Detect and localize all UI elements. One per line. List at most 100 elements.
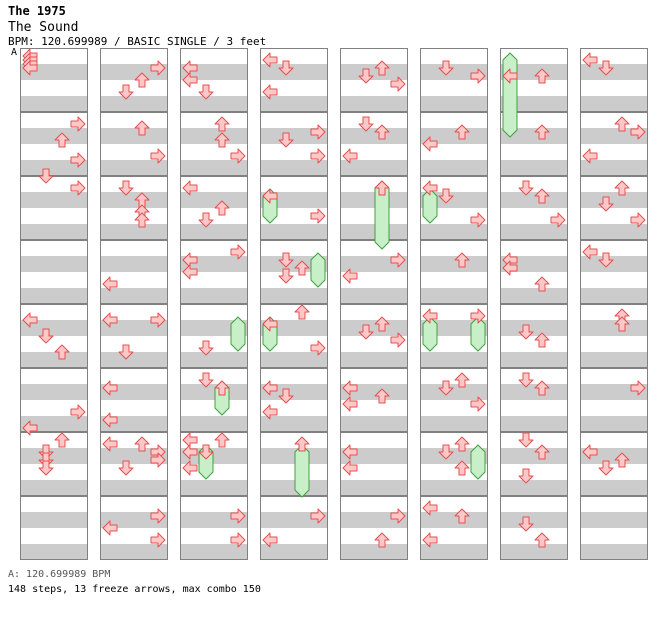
arrow-shape [534,276,550,292]
measure-border [500,112,568,176]
measure-band [260,160,328,176]
measure-band [20,512,88,528]
measure-band [180,128,248,144]
bpm-footer: A: 120.699989 BPM [8,569,111,580]
arrow-left-icon [262,84,278,100]
arrow-shape [454,372,470,388]
measure-band [580,160,648,176]
measure-band [260,288,328,304]
arrow-shape [518,516,534,532]
freeze-arrow-left [502,52,518,138]
arrow-down-icon [118,460,134,476]
measure-band [100,480,168,496]
arrow-up-icon [374,388,390,404]
measure [340,432,408,496]
arrow-right-icon [310,148,326,164]
arrow-left-icon [262,380,278,396]
freeze-body [470,316,486,352]
measure-band [580,256,648,272]
arrow-right-icon [150,148,166,164]
arrow-shape [454,460,470,476]
arrow-shape [358,324,374,340]
arrow-shape [614,116,630,132]
arrow-shape [374,316,390,332]
arrow-right-icon [470,212,486,228]
measure-band [500,512,568,528]
arrow-shape [310,208,326,224]
arrow-right-icon [630,212,646,228]
arrow-down-icon [118,84,134,100]
arrow-shape [438,188,454,204]
measure [100,112,168,176]
measure [580,304,648,368]
arrow-shape [630,124,646,140]
measure-band [100,96,168,112]
arrow-shape [422,308,438,324]
arrow-shape [422,180,438,196]
measure-border [500,304,568,368]
arrow-down-icon [438,380,454,396]
measure-band [260,448,328,464]
measure [260,496,328,560]
measure-border [180,176,248,240]
arrow-shape [502,68,518,84]
arrow-left-icon [22,312,38,328]
arrow-shape [342,268,358,284]
measure-band [580,224,648,240]
arrow-shape [294,260,310,276]
arrow-left-icon [502,260,518,276]
arrow-shape [262,380,278,396]
arrow-shape [230,532,246,548]
measure-band [340,192,408,208]
arrow-shape [102,436,118,452]
measure-band [100,320,168,336]
arrow-shape [182,72,198,88]
chart-meta: BPM: 120.699989 / BASIC SINGLE / 3 feet [8,35,267,48]
measure-band [580,96,648,112]
measure-border [340,48,408,112]
arrow-down-icon [278,268,294,284]
measure-band [340,128,408,144]
measure-band [180,416,248,432]
measure-border [580,496,648,560]
arrow-shape [294,436,310,452]
arrow-left-icon [102,276,118,292]
measure-band [100,352,168,368]
arrow-shape [134,436,150,452]
measure-border [420,496,488,560]
arrow-shape [278,132,294,148]
arrow-shape [438,60,454,76]
arrow-shape [582,148,598,164]
measure-border [20,368,88,432]
arrow-shape [70,404,86,420]
arrow-right-icon [390,252,406,268]
measure-border [420,304,488,368]
measure [100,304,168,368]
measure-border [180,432,248,496]
arrow-left-icon [582,148,598,164]
section-marker: A [11,47,18,58]
measure-border [260,496,328,560]
arrow-shape [614,452,630,468]
arrow-shape [518,324,534,340]
arrow-shape [118,180,134,196]
measure-band [500,384,568,400]
freeze-body [230,316,246,352]
measure-band [260,352,328,368]
measure-border [20,176,88,240]
measure [420,112,488,176]
measure-band [180,96,248,112]
measure-band [580,192,648,208]
measure-border [180,112,248,176]
arrow-shape [22,312,38,328]
arrow-right-icon [470,396,486,412]
arrow-shape [118,84,134,100]
measure [500,432,568,496]
measure-band [100,544,168,560]
measure [100,48,168,112]
arrow-right-icon [310,508,326,524]
arrow-shape [598,196,614,212]
measure-border [340,176,408,240]
arrow-right-icon [70,180,86,196]
arrow-shape [102,276,118,292]
